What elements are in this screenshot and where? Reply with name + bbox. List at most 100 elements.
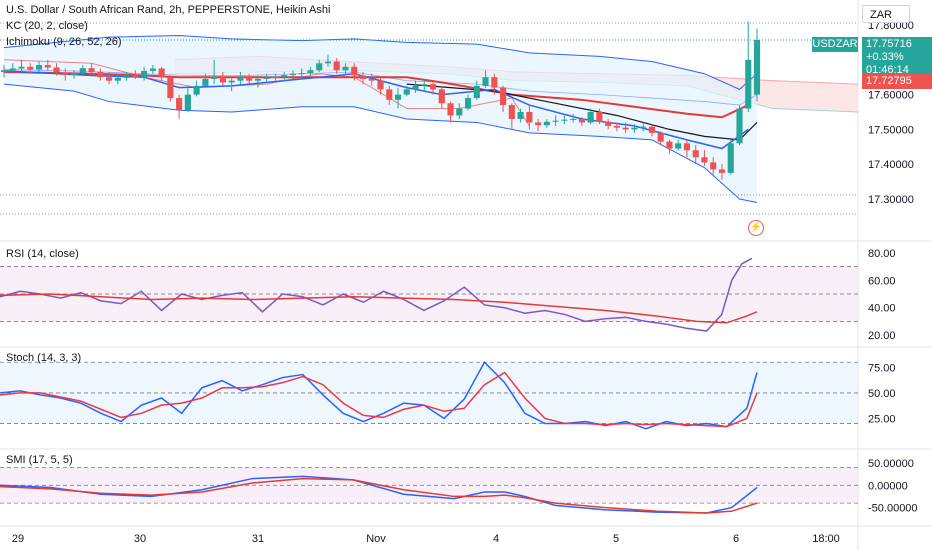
- time-tick-label: 5: [613, 533, 619, 545]
- candle-body: [482, 77, 489, 86]
- candle-body: [0, 70, 8, 72]
- candle-body: [106, 77, 113, 81]
- candle-body: [429, 84, 437, 90]
- keltner-middle: [3, 69, 758, 106]
- candle-body: [736, 108, 743, 144]
- candle-body: [62, 72, 69, 76]
- candle-body: [114, 77, 121, 81]
- candle-body: [412, 85, 419, 90]
- candle-body: [359, 75, 367, 79]
- candle-body: [237, 77, 244, 81]
- time-tick-label: 18:00: [812, 533, 840, 545]
- candle-body: [202, 78, 209, 86]
- last-price-badge: 17.75716 +0.33% 01:46:14: [862, 37, 932, 77]
- price-tick-label: 17.40000: [868, 159, 914, 171]
- candle-body: [289, 73, 297, 76]
- candle-body: [605, 121, 612, 126]
- candle-body: [254, 78, 261, 81]
- candle-body: [473, 85, 480, 99]
- rsi-tick-label: 40.00: [868, 303, 896, 315]
- bar-countdown: 01:46:14: [866, 64, 909, 76]
- candle-body: [70, 73, 78, 76]
- smi-series-1: [0, 477, 758, 514]
- candle-body: [596, 112, 603, 122]
- candle-body: [246, 77, 253, 81]
- candle-body: [500, 87, 507, 106]
- stoch-legend[interactable]: Stoch (14, 3, 3): [6, 352, 82, 364]
- candle-body: [438, 89, 445, 104]
- candle-body: [491, 77, 498, 88]
- candle-body: [281, 75, 288, 77]
- candle-body: [88, 68, 95, 72]
- candle-body: [718, 169, 726, 173]
- candle-body: [701, 157, 708, 163]
- keltner-upper: [3, 34, 758, 90]
- smi-tick-label: 50.00000: [868, 458, 914, 470]
- candle-body: [35, 65, 43, 70]
- smi-legend[interactable]: SMI (17, 5, 5): [6, 454, 73, 466]
- last-price: 17.75716: [866, 38, 912, 50]
- price-tick-label: 17.80000: [868, 20, 914, 32]
- time-tick-label: 30: [134, 533, 146, 545]
- candle-body: [587, 112, 594, 123]
- candle-body: [447, 103, 454, 116]
- candle-body: [543, 121, 550, 126]
- time-tick-label: 31: [252, 533, 264, 545]
- rsi-series-1: [0, 293, 758, 324]
- candle-body: [307, 70, 314, 74]
- candle-body: [535, 122, 542, 126]
- candle-body: [27, 66, 34, 70]
- candle-body: [386, 89, 393, 100]
- candle-body: [561, 119, 568, 121]
- keltner-lower: [3, 83, 758, 203]
- stoch-tick-label: 50.00: [868, 388, 896, 400]
- time-tick-label: 4: [493, 533, 499, 545]
- ichimoku-legend[interactable]: Ichimoku (9, 26, 52, 26): [6, 36, 122, 48]
- candle-body: [578, 118, 585, 123]
- stoch-series-1: [0, 371, 758, 428]
- flash-icon[interactable]: ⚡: [748, 220, 764, 236]
- candle-body: [176, 98, 183, 111]
- candle-body: [421, 84, 428, 86]
- candle-body: [219, 77, 226, 83]
- price-tick-label: 17.60000: [868, 90, 914, 102]
- kc-legend[interactable]: KC (20, 2, close): [6, 20, 88, 32]
- candle-body: [184, 94, 191, 111]
- smi-tick-label: -50.00000: [868, 503, 918, 515]
- candle-body: [298, 73, 305, 75]
- candle-body: [403, 89, 410, 95]
- rsi-tick-label: 80.00: [868, 248, 896, 260]
- candle-body: [44, 65, 51, 68]
- candle-body: [9, 68, 16, 71]
- candle-body: [141, 70, 148, 78]
- candle-body: [613, 125, 620, 128]
- candle-body: [123, 75, 130, 78]
- candle-body: [263, 77, 270, 79]
- rsi-legend[interactable]: RSI (14, close): [6, 248, 79, 260]
- candle-body: [517, 112, 524, 119]
- candle-body: [631, 127, 638, 130]
- candle-body: [710, 162, 717, 170]
- candle-body: [324, 61, 332, 64]
- time-tick-label: Nov: [366, 533, 386, 545]
- candle-body: [675, 143, 682, 149]
- stoch-tick-label: 25.00: [868, 413, 896, 425]
- candle-body: [333, 61, 340, 71]
- candle-body: [456, 108, 463, 116]
- candle-body: [377, 80, 384, 90]
- candle-body: [657, 132, 664, 142]
- candle-body: [622, 127, 629, 130]
- rsi-tick-label: 20.00: [868, 330, 896, 342]
- candle-body: [394, 94, 402, 100]
- currency-button[interactable]: ZAR: [862, 5, 910, 23]
- time-tick-label: 6: [733, 533, 739, 545]
- stoch-tick-label: 75.00: [868, 362, 896, 374]
- price-tick-label: 17.30000: [868, 194, 914, 206]
- candle-body: [351, 66, 358, 76]
- candle-body: [79, 68, 86, 74]
- candle-body: [745, 59, 752, 109]
- candle-body: [193, 85, 200, 95]
- candle-body: [666, 141, 673, 149]
- candle-body: [692, 150, 699, 158]
